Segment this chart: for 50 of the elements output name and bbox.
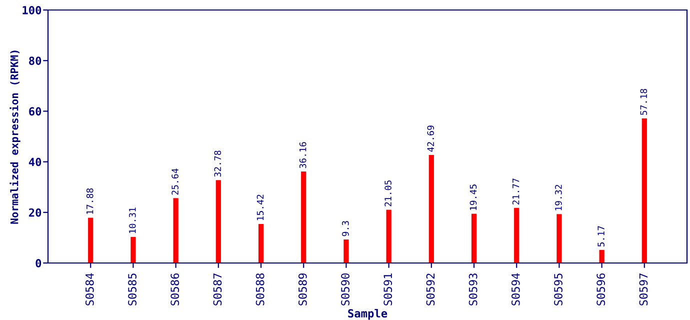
x-tick-label: S0594 <box>511 273 520 306</box>
data-label: 15.42 <box>256 194 264 220</box>
bar <box>514 208 520 263</box>
x-tick-label: S0597 <box>639 274 648 306</box>
x-tick-label: S0586 <box>170 273 180 306</box>
bar <box>428 154 434 263</box>
data-label: 25.64 <box>172 168 178 195</box>
bar <box>301 172 306 263</box>
data-label: 5.17 <box>598 226 604 247</box>
bar <box>258 224 264 263</box>
x-tick-label: S0595 <box>554 274 562 306</box>
y-tick-label: 80 <box>29 56 42 65</box>
data-label: 42.69 <box>427 126 434 152</box>
y-tick-label: 20 <box>28 208 42 217</box>
y-axis-title: Normalized expression (RPKM) <box>10 50 20 224</box>
data-label: 32.78 <box>214 150 222 177</box>
x-tick-label: S0589 <box>298 273 307 306</box>
y-tick-label: 100 <box>22 6 42 14</box>
y-tick-label: 60 <box>29 107 42 116</box>
bar <box>471 214 477 263</box>
x-axis-title: Sample <box>348 308 388 320</box>
x-tick-label: S0584 <box>85 273 94 306</box>
data-label: 19.45 <box>470 184 477 210</box>
x-tick-label: S0587 <box>213 274 222 306</box>
data-label: 21.77 <box>512 178 520 204</box>
bar <box>88 218 94 263</box>
x-tick-label: S0596 <box>596 273 606 306</box>
data-label: 17.88 <box>86 188 94 214</box>
data-label: 9.3 <box>342 221 349 236</box>
bar <box>642 118 647 263</box>
y-tick-label: 0 <box>36 258 42 268</box>
data-label: 10.31 <box>129 208 136 234</box>
x-tick-label: S0593 <box>468 274 478 306</box>
data-label: 57.18 <box>640 88 648 115</box>
bar <box>130 236 136 263</box>
bar <box>173 198 178 263</box>
x-tick-label: S0588 <box>256 273 264 306</box>
data-label: 36.16 <box>299 142 306 168</box>
data-label: 19.32 <box>555 184 562 210</box>
data-label: 21.05 <box>384 180 392 206</box>
x-tick-label: S0592 <box>426 274 435 306</box>
bar <box>599 250 604 263</box>
bar <box>386 210 392 263</box>
x-tick-label: S0591 <box>384 273 392 306</box>
x-tick-label: S0590 <box>341 273 350 306</box>
bar <box>344 239 349 263</box>
x-tick-label: S0585 <box>128 274 136 306</box>
bar <box>556 214 562 263</box>
y-tick-label: 40 <box>28 158 42 166</box>
bar <box>216 180 221 263</box>
